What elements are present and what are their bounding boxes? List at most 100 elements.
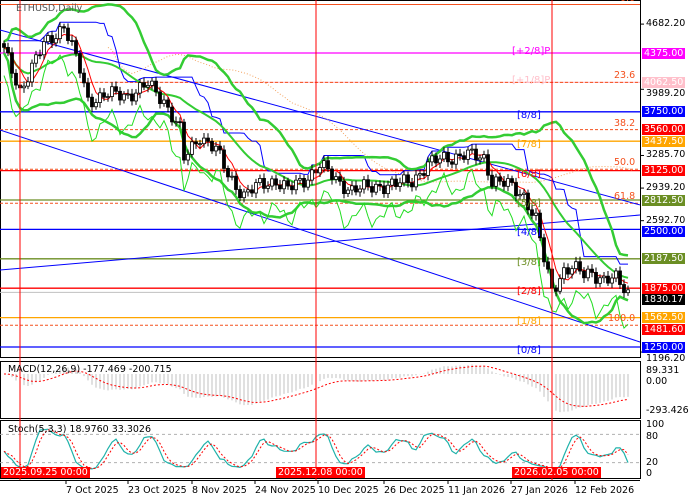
candle-body <box>198 143 202 146</box>
candle-body <box>182 121 186 161</box>
candle-body <box>482 154 486 159</box>
stoch-axis-tick: 0 <box>646 468 653 480</box>
candle-body <box>98 92 102 103</box>
main-pane-border <box>0 0 641 358</box>
stoch-label: Stoch(5,3,3) 18.9760 33.3026 <box>8 424 152 435</box>
candle-body <box>310 169 314 181</box>
candle-body <box>50 35 54 44</box>
time-axis-label: 11 Jan 2026 <box>448 485 505 496</box>
highlighted-date-label: 2025.12.08 00:00 <box>276 467 365 478</box>
murrey-level-label: [1/8] <box>517 315 541 327</box>
stoch-axis-tick: 20 <box>646 456 659 468</box>
fib-level-label: 61.8 <box>614 191 636 203</box>
candle-body <box>398 182 402 187</box>
murrey-level-label: [6/8] <box>517 168 541 180</box>
candle-body <box>278 184 282 190</box>
candle-body <box>86 82 90 98</box>
candle-body <box>358 188 362 193</box>
candle-body <box>158 91 162 104</box>
macd-label: MACD(12,26,9) -177.469 -200.715 <box>8 364 172 375</box>
fib-level-label: 0.0 <box>620 0 635 4</box>
candle-body <box>290 185 294 191</box>
murrey-level-label: [7/8] <box>517 139 541 151</box>
candle-body <box>174 121 178 124</box>
candle-body <box>78 53 82 74</box>
candle-body <box>330 168 334 180</box>
candle-body <box>338 176 342 182</box>
candle-body <box>614 270 618 279</box>
candle-body <box>622 284 626 294</box>
candle-body <box>426 161 430 176</box>
price-level-badge: 4375.00 <box>642 47 686 59</box>
candle-body <box>510 178 514 183</box>
candle-body <box>82 72 86 84</box>
candle-body <box>606 275 610 284</box>
candle-body <box>342 180 346 194</box>
candle-body <box>602 275 606 279</box>
time-axis-label: 10 Dec 2025 <box>318 485 379 496</box>
candle-body <box>150 80 154 86</box>
candle-body <box>522 192 526 195</box>
macd-axis-tick: 0.00 <box>646 376 668 387</box>
candle-body <box>58 26 62 40</box>
current-price-badge: 1830.17 <box>642 294 686 306</box>
candle-body <box>542 237 546 263</box>
candle-body <box>402 174 406 184</box>
price-level-badge: 1875.00 <box>642 282 686 294</box>
candle-body <box>110 86 114 97</box>
candle-body <box>562 267 566 280</box>
candle-body <box>118 90 122 101</box>
candle-body <box>334 176 338 180</box>
candle-body <box>170 106 174 123</box>
candle-body <box>538 212 542 239</box>
candle-body <box>526 192 530 211</box>
candle-body <box>222 149 226 169</box>
stoch-axis-tick: 80 <box>646 430 659 442</box>
price-level-badge: 1250.00 <box>642 341 686 353</box>
candle-body <box>106 96 110 98</box>
candle-body <box>366 179 370 187</box>
stoch-signal-line <box>3 429 629 470</box>
candle-body <box>246 189 250 193</box>
candle-body <box>570 268 574 275</box>
candle-body <box>218 145 222 151</box>
candle-body <box>294 179 298 191</box>
candle-body <box>558 278 562 292</box>
candle-body <box>478 157 482 161</box>
candle-body <box>122 93 126 101</box>
candle-body <box>506 178 510 187</box>
candle-body <box>46 35 50 43</box>
candle-body <box>394 178 398 187</box>
candle-body <box>322 160 326 168</box>
candle-body <box>582 270 586 279</box>
candle-body <box>422 173 426 176</box>
candle-body <box>518 194 522 197</box>
candle-body <box>466 149 470 160</box>
murrey-level-label: [5/8] <box>517 198 541 209</box>
candle-body <box>354 185 358 193</box>
price-level-badge: 2500.00 <box>642 226 686 238</box>
candle-body <box>270 178 274 187</box>
candle-body <box>166 99 170 108</box>
price-level-badge: 4062.50 <box>642 76 686 88</box>
candle-body <box>446 151 450 163</box>
candle-body <box>130 93 134 102</box>
candle-body <box>234 175 238 190</box>
fib-level-label: 38.2 <box>614 117 636 129</box>
candle-body <box>30 62 34 83</box>
candle-body <box>102 92 106 98</box>
candle-body <box>94 102 98 108</box>
candle-body <box>578 261 582 272</box>
candle-body <box>346 189 350 194</box>
candle-body <box>138 82 142 94</box>
candle-body <box>190 141 194 155</box>
macd-axis-tick: -293.426 <box>646 404 689 416</box>
candle-body <box>2 43 6 48</box>
candle-body <box>230 175 234 178</box>
candle-body <box>306 179 310 188</box>
murrey-level-label: [4/8] <box>517 227 541 239</box>
candle-body <box>486 154 490 176</box>
candle-body <box>458 153 462 157</box>
